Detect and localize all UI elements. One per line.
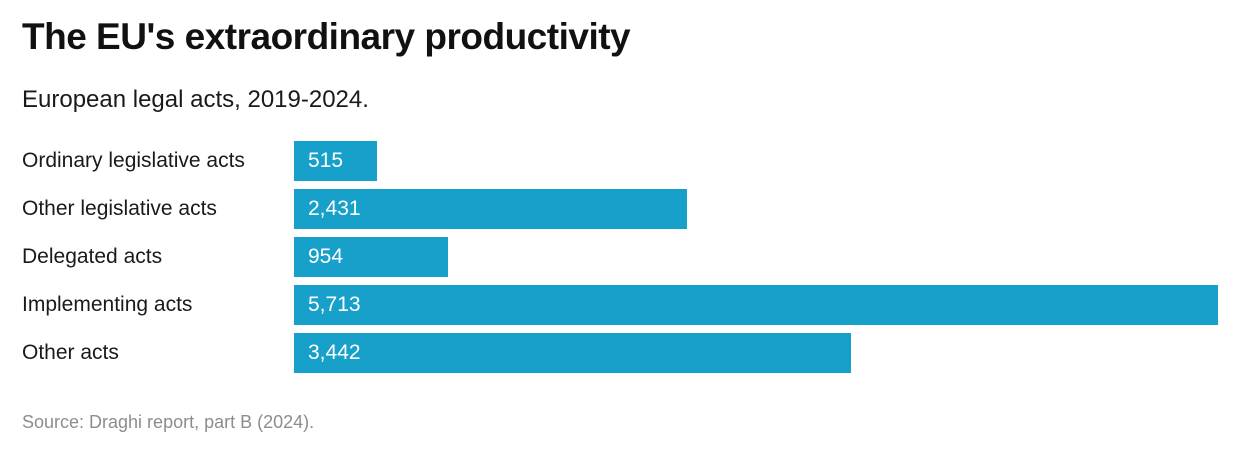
bar-value-label: 2,431 bbox=[308, 197, 361, 220]
chart-subtitle: European legal acts, 2019-2024. bbox=[22, 86, 369, 113]
bar-row-other-legislative-acts: Other legislative acts 2,431 bbox=[22, 189, 1218, 229]
bar-row-implementing-acts: Implementing acts 5,713 bbox=[22, 285, 1218, 325]
bar-row-other-acts: Other acts 3,442 bbox=[22, 333, 1218, 373]
category-label: Other acts bbox=[22, 341, 119, 364]
bar-implementing-acts[interactable]: 5,713 bbox=[294, 285, 1218, 325]
bar-row-delegated-acts: Delegated acts 954 bbox=[22, 237, 1218, 277]
bar-value-label: 3,442 bbox=[308, 341, 361, 364]
source-note: Source: Draghi report, part B (2024). bbox=[22, 412, 315, 432]
bar-value-label: 5,713 bbox=[308, 293, 361, 316]
bar-delegated-acts[interactable]: 954 bbox=[294, 237, 448, 277]
bar-ordinary-legislative-acts[interactable]: 515 bbox=[294, 141, 377, 181]
bar-row-ordinary-legislative-acts: Ordinary legislative acts 515 bbox=[22, 141, 1218, 181]
category-label: Implementing acts bbox=[22, 293, 193, 316]
bar-value-label: 515 bbox=[308, 149, 344, 172]
category-label: Other legislative acts bbox=[22, 197, 217, 220]
category-label: Ordinary legislative acts bbox=[22, 149, 245, 172]
bar-value-label: 954 bbox=[308, 245, 344, 268]
category-label: Delegated acts bbox=[22, 245, 163, 268]
bar-other-acts[interactable]: 3,442 bbox=[294, 333, 851, 373]
chart-title: The EU's extraordinary productivity bbox=[22, 16, 631, 57]
bar-other-legislative-acts[interactable]: 2,431 bbox=[294, 189, 687, 229]
bar-chart: Ordinary legislative acts 515 Other legi… bbox=[22, 141, 1218, 381]
